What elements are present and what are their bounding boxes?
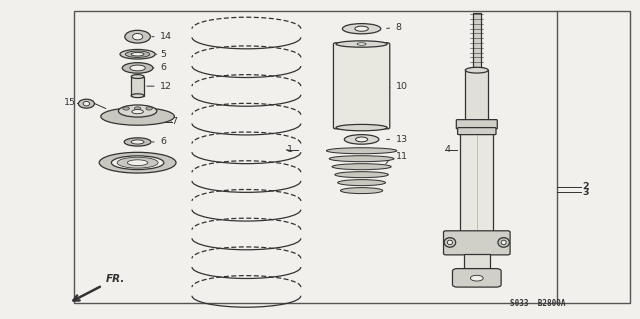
- Ellipse shape: [131, 140, 144, 144]
- Ellipse shape: [326, 148, 397, 154]
- Ellipse shape: [131, 53, 144, 56]
- Text: S033  B2800A: S033 B2800A: [510, 299, 565, 308]
- Ellipse shape: [336, 41, 387, 47]
- Ellipse shape: [355, 26, 368, 31]
- Text: 5: 5: [160, 50, 166, 59]
- Ellipse shape: [118, 105, 157, 117]
- Bar: [464, 254, 490, 274]
- Ellipse shape: [501, 240, 506, 245]
- Ellipse shape: [100, 108, 174, 125]
- Ellipse shape: [335, 172, 388, 178]
- Ellipse shape: [329, 156, 394, 162]
- Ellipse shape: [465, 67, 488, 73]
- Bar: [473, 13, 481, 70]
- Ellipse shape: [111, 156, 164, 170]
- Bar: [460, 132, 493, 239]
- Ellipse shape: [120, 49, 155, 59]
- Ellipse shape: [131, 75, 144, 78]
- FancyBboxPatch shape: [333, 43, 390, 129]
- Ellipse shape: [79, 99, 95, 108]
- Ellipse shape: [117, 157, 158, 168]
- Bar: [74, 11, 630, 303]
- FancyBboxPatch shape: [458, 128, 496, 135]
- Ellipse shape: [444, 238, 456, 247]
- Ellipse shape: [470, 275, 483, 281]
- Ellipse shape: [134, 107, 141, 110]
- Ellipse shape: [132, 110, 143, 114]
- Text: 9: 9: [168, 158, 173, 167]
- Ellipse shape: [124, 138, 151, 146]
- Text: 8: 8: [396, 23, 401, 32]
- Ellipse shape: [356, 137, 367, 142]
- Ellipse shape: [123, 107, 129, 110]
- Ellipse shape: [99, 152, 176, 173]
- Ellipse shape: [125, 30, 150, 43]
- Ellipse shape: [447, 240, 452, 245]
- Ellipse shape: [125, 51, 150, 57]
- Text: 12: 12: [160, 82, 172, 91]
- Ellipse shape: [132, 33, 143, 40]
- Ellipse shape: [127, 160, 148, 166]
- Text: 7: 7: [172, 117, 177, 126]
- Ellipse shape: [130, 65, 145, 71]
- Ellipse shape: [131, 94, 144, 98]
- Ellipse shape: [146, 107, 152, 110]
- Ellipse shape: [83, 101, 90, 106]
- Text: 14: 14: [160, 32, 172, 41]
- Text: 2: 2: [582, 182, 589, 191]
- FancyBboxPatch shape: [444, 231, 510, 255]
- Ellipse shape: [338, 180, 385, 186]
- Ellipse shape: [342, 24, 381, 34]
- Text: 15: 15: [63, 98, 76, 107]
- Text: 6: 6: [160, 137, 166, 146]
- Text: 11: 11: [396, 152, 408, 161]
- Text: FR.: FR.: [106, 274, 125, 284]
- Ellipse shape: [340, 188, 383, 194]
- Bar: [465, 70, 488, 121]
- Ellipse shape: [344, 135, 379, 144]
- Ellipse shape: [332, 164, 391, 170]
- Ellipse shape: [498, 238, 509, 247]
- Text: 13: 13: [396, 135, 408, 144]
- Text: 1: 1: [287, 145, 292, 154]
- FancyBboxPatch shape: [452, 269, 501, 287]
- Ellipse shape: [122, 63, 153, 73]
- Bar: [131, 77, 144, 96]
- FancyBboxPatch shape: [456, 120, 497, 129]
- Text: 3: 3: [582, 189, 589, 197]
- Ellipse shape: [357, 43, 366, 45]
- Text: 4: 4: [445, 145, 451, 154]
- Text: 10: 10: [396, 82, 408, 91]
- Text: 6: 6: [160, 63, 166, 72]
- Ellipse shape: [336, 124, 387, 131]
